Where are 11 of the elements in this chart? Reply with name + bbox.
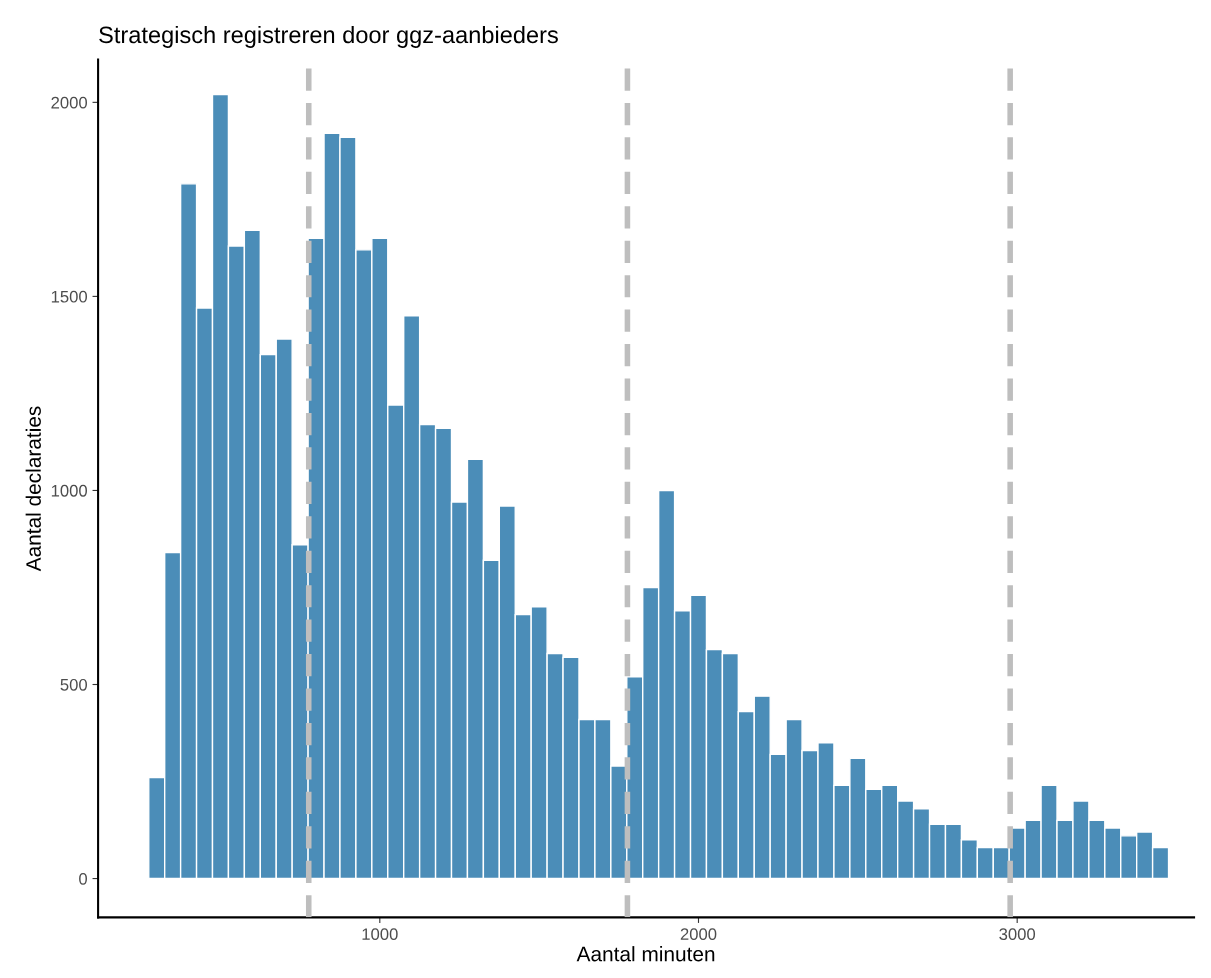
y-tick-label: 0 bbox=[79, 872, 88, 885]
x-tick-label: 1000 bbox=[362, 928, 398, 941]
y-tick-label: 1000 bbox=[51, 484, 88, 497]
x-tick-label: 2000 bbox=[680, 928, 717, 941]
x-tick-label: 3000 bbox=[999, 928, 1036, 941]
y-tick-label: 2000 bbox=[51, 96, 88, 109]
y-axis-title: Aantal declaraties bbox=[25, 406, 41, 572]
y-tick-label: 1500 bbox=[51, 290, 88, 303]
y-tick-label: 500 bbox=[60, 678, 88, 691]
chart-title: Strategisch registreren door ggz-aanbieders bbox=[99, 25, 558, 48]
x-axis-title: Aantal minuten bbox=[576, 946, 715, 962]
